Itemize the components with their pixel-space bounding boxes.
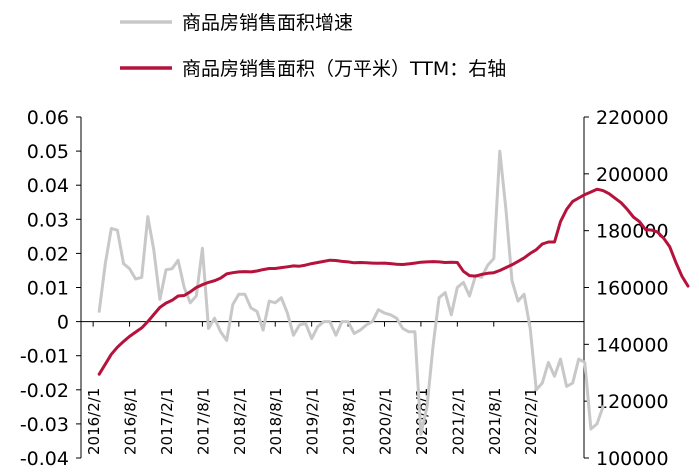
series-line-sales-growth	[97, 149, 605, 436]
legend-label-sales-area-ttm: 商品房销售面积（万平米）TTM：右轴	[182, 58, 506, 80]
x-tick-label: 2021/2/1	[449, 388, 467, 455]
right-y-axis: 220000 200000 180000 160000 140000 120000 1000…	[583, 107, 669, 470]
x-tick-label: 2021/8/1	[486, 388, 504, 455]
x-tick-label: 2016/2/1	[85, 388, 103, 455]
left-tick-label: -0.02	[20, 380, 69, 402]
left-tick-label: -0.03	[20, 414, 69, 436]
left-y-axis: 0.06 0.05 0.04 0.03 0.02 0.01 0 -0.01 -0.02 -0.03…	[20, 107, 82, 470]
right-tick-label: 160000	[596, 278, 669, 300]
legend-label-sales-growth: 商品房销售面积增速	[182, 12, 353, 34]
x-tick-label: 2020/2/1	[377, 388, 395, 455]
right-tick-label: 140000	[596, 334, 669, 356]
x-tick-label: 2017/2/1	[158, 388, 176, 455]
left-tick-label: 0.01	[27, 278, 69, 300]
x-tick-label: 2017/8/1	[194, 388, 212, 455]
left-tick-label: 0.03	[27, 209, 69, 231]
x-tick-label: 2019/8/1	[340, 388, 358, 455]
right-tick-label: 120000	[596, 391, 669, 413]
left-tick-label: 0.02	[27, 243, 69, 265]
left-tick-label: 0.06	[27, 107, 69, 129]
x-tick-label: 2018/2/1	[231, 388, 249, 455]
left-tick-label: 0.04	[27, 175, 69, 197]
x-tick-label: 2019/2/1	[304, 388, 322, 455]
left-tick-label: 0	[57, 312, 69, 334]
right-tick-label: 200000	[596, 164, 669, 186]
left-tick-label: -0.01	[20, 346, 69, 368]
x-axis: 2016/2/1 2016/8/1 2017/2/1 2017/8/1 2018/2/1…	[81, 321, 584, 455]
left-tick-label: 0.05	[27, 141, 69, 163]
plot-area	[97, 149, 690, 436]
x-tick-label: 2018/8/1	[267, 388, 285, 455]
series-line-sales-area-ttm	[97, 187, 690, 376]
right-tick-label: 180000	[596, 221, 669, 243]
x-tick-label: 2022/2/1	[522, 388, 540, 455]
left-tick-label: -0.04	[20, 448, 69, 470]
right-tick-label: 100000	[596, 448, 669, 470]
x-tick-label: 2016/8/1	[122, 388, 140, 455]
right-tick-label: 220000	[596, 107, 669, 129]
